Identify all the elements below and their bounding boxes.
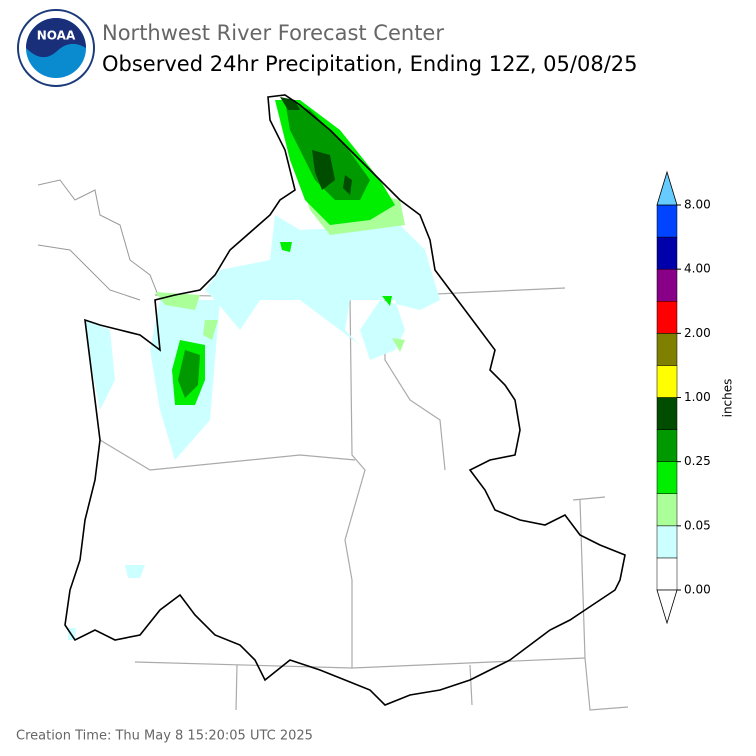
colorbar-tick-label: 0.05 — [684, 518, 711, 532]
creation-time: Creation Time: Thu May 8 15:20:05 UTC 20… — [16, 729, 313, 744]
precip-light — [68, 215, 440, 640]
coastline — [37, 179, 159, 301]
map — [37, 94, 629, 711]
colorbar-tick-label: 2.00 — [684, 326, 711, 340]
colorbar-box — [656, 557, 678, 591]
colorbar-tick-label: 0.25 — [684, 454, 711, 468]
colorbar-box — [656, 429, 678, 462]
colorbar-under — [656, 589, 678, 625]
colorbar-box — [656, 493, 678, 527]
colorbar-box — [656, 268, 678, 302]
colorbar-box — [656, 204, 678, 238]
logo: NOAA — [17, 9, 95, 87]
title: Northwest River Forecast Center — [102, 21, 444, 45]
colorbar: 0.00 0.05 0.25 1.00 2.00 4.00 8.00 — [656, 170, 711, 625]
colorbar-box — [656, 461, 678, 494]
basin-outline — [64, 94, 626, 706]
colorbar-box — [656, 333, 678, 366]
colorbar-tick-label: 0.00 — [684, 583, 711, 597]
colorbar-box — [656, 301, 678, 334]
colorbar-tick-label: 8.00 — [684, 198, 711, 212]
colorbar-over — [656, 170, 678, 206]
colorbar-box — [656, 365, 678, 398]
precip-extreme — [280, 97, 352, 195]
colorbar-label: inches — [721, 379, 735, 418]
colorbar-tick-label: 1.00 — [684, 390, 711, 404]
colorbar-box — [656, 397, 678, 430]
colorbar-box — [656, 525, 678, 559]
logo-text: NOAA — [37, 29, 76, 43]
colorbar-box — [656, 236, 678, 270]
colorbar-tick-label: 4.00 — [684, 262, 711, 276]
subtitle: Observed 24hr Precipitation, Ending 12Z,… — [102, 52, 638, 76]
